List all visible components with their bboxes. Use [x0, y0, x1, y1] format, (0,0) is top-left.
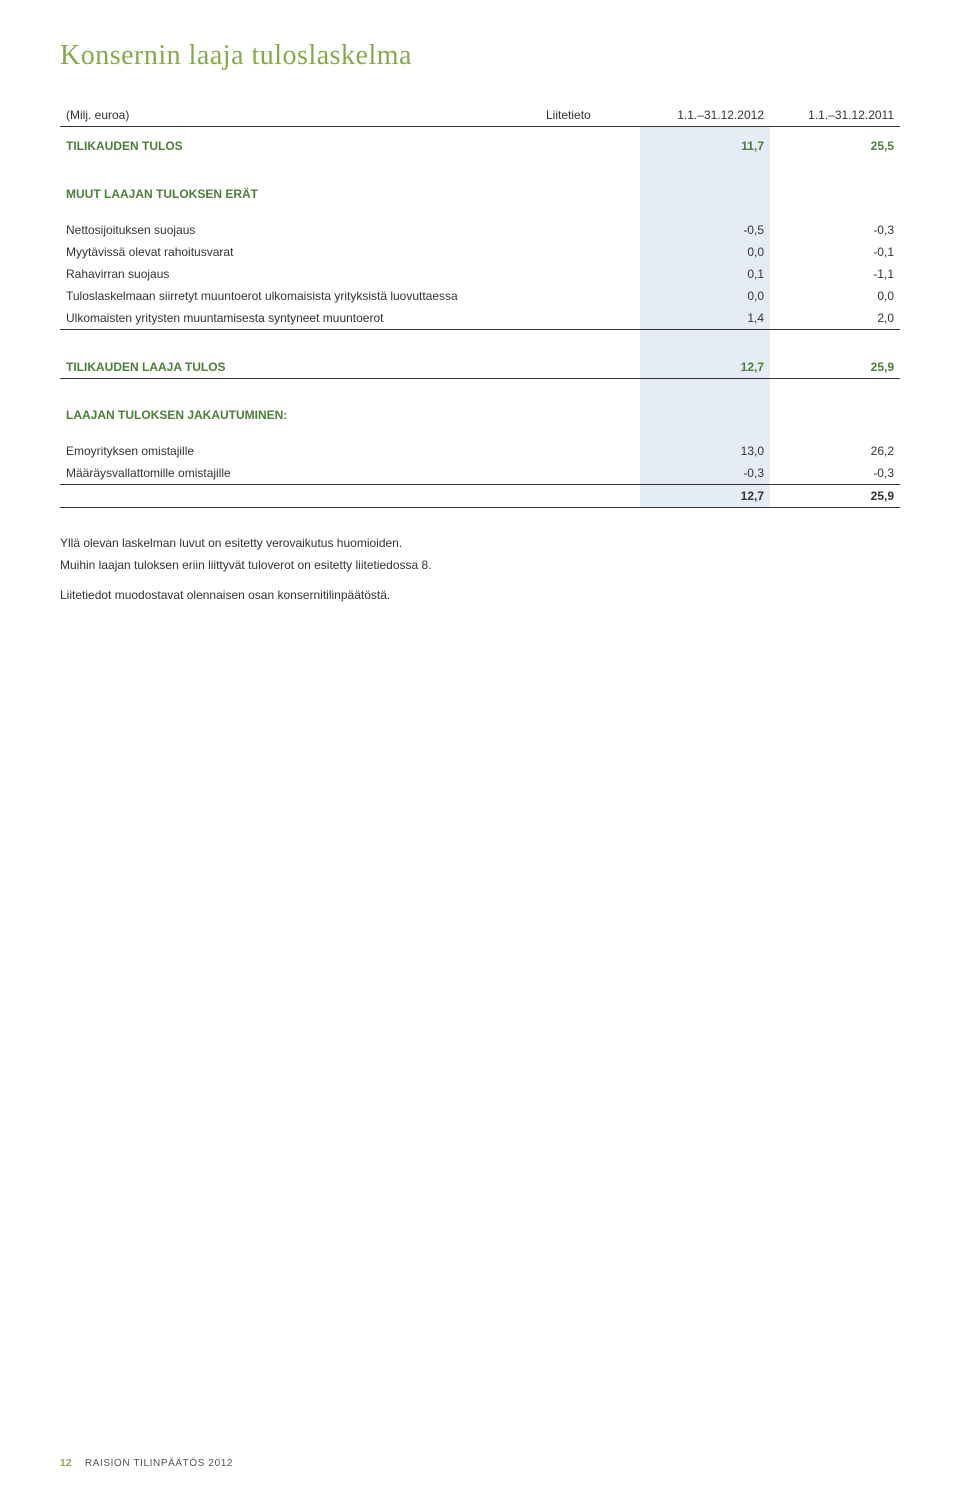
cell-note: [540, 219, 640, 241]
row-rahavirran: Rahavirran suojaus 0,1 -1,1: [60, 263, 900, 285]
cell-y2: -0,3: [770, 219, 900, 241]
row-maaraysvallattomille: Määräysvallattomille omistajille -0,3 -0…: [60, 462, 900, 485]
row-tuloslaskelmaan: Tuloslaskelmaan siirretyt muuntoerot ulk…: [60, 285, 900, 307]
cell-y1: -0,5: [640, 219, 770, 241]
cell-y1: -0,3: [640, 462, 770, 485]
row-sum: 12,7 25,9: [60, 485, 900, 508]
cell-y2: -0,1: [770, 241, 900, 263]
spacer: [60, 205, 900, 219]
cell-label: Myytävissä olevat rahoitusvarat: [60, 241, 540, 263]
cell-y1: 13,0: [640, 440, 770, 462]
spacer: [60, 378, 900, 392]
cell-note: [540, 263, 640, 285]
page-number: 12: [60, 1458, 72, 1469]
col-note: Liitetieto: [540, 104, 640, 127]
cell-label: TILIKAUDEN TULOS: [60, 127, 540, 158]
cell-label: MUUT LAAJAN TULOKSEN ERÄT: [60, 171, 540, 205]
table-header-row: (Milj. euroa) Liitetieto 1.1.–31.12.2012…: [60, 104, 900, 127]
notes: Yllä olevan laskelman luvut on esitetty …: [60, 534, 900, 604]
spacer: [60, 426, 900, 440]
col-label: (Milj. euroa): [60, 104, 540, 127]
cell-label: [60, 485, 540, 508]
cell-y2: -1,1: [770, 263, 900, 285]
row-tilikauden-tulos: TILIKAUDEN TULOS 11,7 25,5: [60, 127, 900, 158]
cell-note: [540, 462, 640, 485]
cell-y1: 0,0: [640, 241, 770, 263]
row-muut-erat-header: MUUT LAAJAN TULOKSEN ERÄT: [60, 171, 900, 205]
cell-label: Nettosijoituksen suojaus: [60, 219, 540, 241]
cell-label: Ulkomaisten yritysten muuntamisesta synt…: [60, 307, 540, 330]
cell-label: LAAJAN TULOKSEN JAKAUTUMINEN:: [60, 392, 540, 426]
page-title: Konsernin laaja tuloslaskelma: [60, 40, 900, 72]
note-line-2: Muihin laajan tuloksen eriin liittyvät t…: [60, 556, 900, 574]
cell-y2: 26,2: [770, 440, 900, 462]
cell-note: [540, 307, 640, 330]
col-year1: 1.1.–31.12.2012: [640, 104, 770, 127]
cell-y2: 25,5: [770, 127, 900, 158]
cell-note: [540, 344, 640, 379]
cell-y2: 2,0: [770, 307, 900, 330]
cell-label: Rahavirran suojaus: [60, 263, 540, 285]
cell-label: Määräysvallattomille omistajille: [60, 462, 540, 485]
cell-note: [540, 171, 640, 205]
cell-label: Emoyrityksen omistajille: [60, 440, 540, 462]
row-nettosijoituksen: Nettosijoituksen suojaus -0,5 -0,3: [60, 219, 900, 241]
cell-y2: [770, 171, 900, 205]
cell-note: [540, 127, 640, 158]
spacer: [60, 330, 900, 344]
cell-y2: [770, 392, 900, 426]
row-jakautuminen-header: LAAJAN TULOKSEN JAKAUTUMINEN:: [60, 392, 900, 426]
note-line-3: Liitetiedot muodostavat olennaisen osan …: [60, 586, 900, 604]
cell-y1: 12,7: [640, 485, 770, 508]
row-ulkomaisten: Ulkomaisten yritysten muuntamisesta synt…: [60, 307, 900, 330]
page: Konsernin laaja tuloslaskelma (Milj. eur…: [0, 0, 960, 1495]
income-statement-table: (Milj. euroa) Liitetieto 1.1.–31.12.2012…: [60, 104, 900, 508]
note-line-1: Yllä olevan laskelman luvut on esitetty …: [60, 534, 900, 552]
cell-y1: [640, 392, 770, 426]
cell-label: Tuloslaskelmaan siirretyt muuntoerot ulk…: [60, 285, 540, 307]
cell-note: [540, 440, 640, 462]
cell-note: [540, 392, 640, 426]
cell-y2: 25,9: [770, 485, 900, 508]
cell-y2: 25,9: [770, 344, 900, 379]
cell-y1: 0,0: [640, 285, 770, 307]
col-year2: 1.1.–31.12.2011: [770, 104, 900, 127]
cell-y1: [640, 171, 770, 205]
cell-y1: 0,1: [640, 263, 770, 285]
row-laaja-tulos: TILIKAUDEN LAAJA TULOS 12,7 25,9: [60, 344, 900, 379]
cell-note: [540, 485, 640, 508]
spacer: [60, 157, 900, 171]
cell-y2: -0,3: [770, 462, 900, 485]
cell-label: TILIKAUDEN LAAJA TULOS: [60, 344, 540, 379]
row-emoyrityksen: Emoyrityksen omistajille 13,0 26,2: [60, 440, 900, 462]
cell-note: [540, 285, 640, 307]
cell-y1: 12,7: [640, 344, 770, 379]
cell-y1: 11,7: [640, 127, 770, 158]
cell-y1: 1,4: [640, 307, 770, 330]
footer-text: RAISION TILINPÄÄTÖS 2012: [85, 1458, 233, 1469]
row-myytavissa: Myytävissä olevat rahoitusvarat 0,0 -0,1: [60, 241, 900, 263]
cell-y2: 0,0: [770, 285, 900, 307]
cell-note: [540, 241, 640, 263]
page-footer: 12 RAISION TILINPÄÄTÖS 2012: [60, 1458, 233, 1469]
